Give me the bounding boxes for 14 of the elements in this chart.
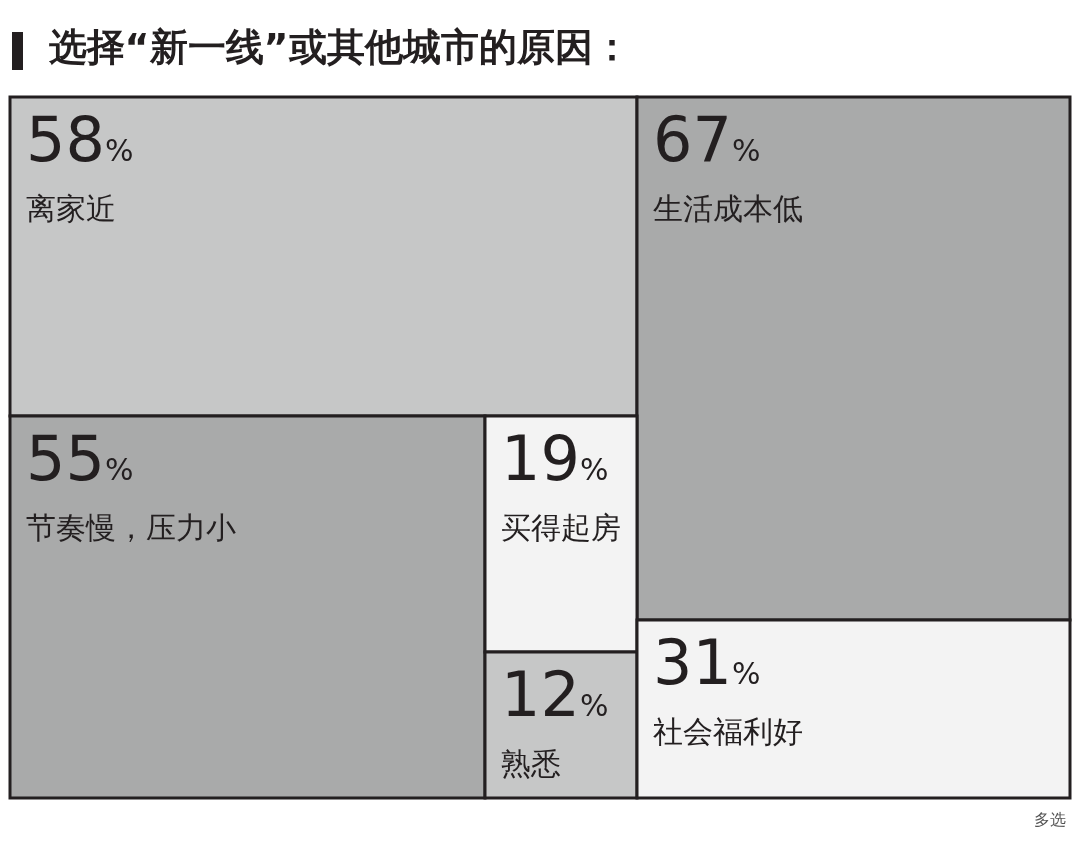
text: 多选 [1034,810,1066,829]
data-label: 12% [501,658,609,731]
data-label: 31% [653,626,761,699]
data-label: 19% [501,422,609,495]
data-label: 55% [26,422,134,495]
data-label: 58% [26,103,134,176]
category-label: 离家近 [26,191,116,226]
category-label: 买得起房 [501,510,621,545]
text: 选择“新一线”或其他城市的原因： [47,24,631,69]
category-label: 社会福利好 [653,714,803,749]
category-label: 生活成本低 [653,191,803,226]
category-label: 熟悉 [501,746,561,781]
data-label: 67% [653,103,761,176]
category-label: 节奏慢，压力小 [26,510,236,545]
